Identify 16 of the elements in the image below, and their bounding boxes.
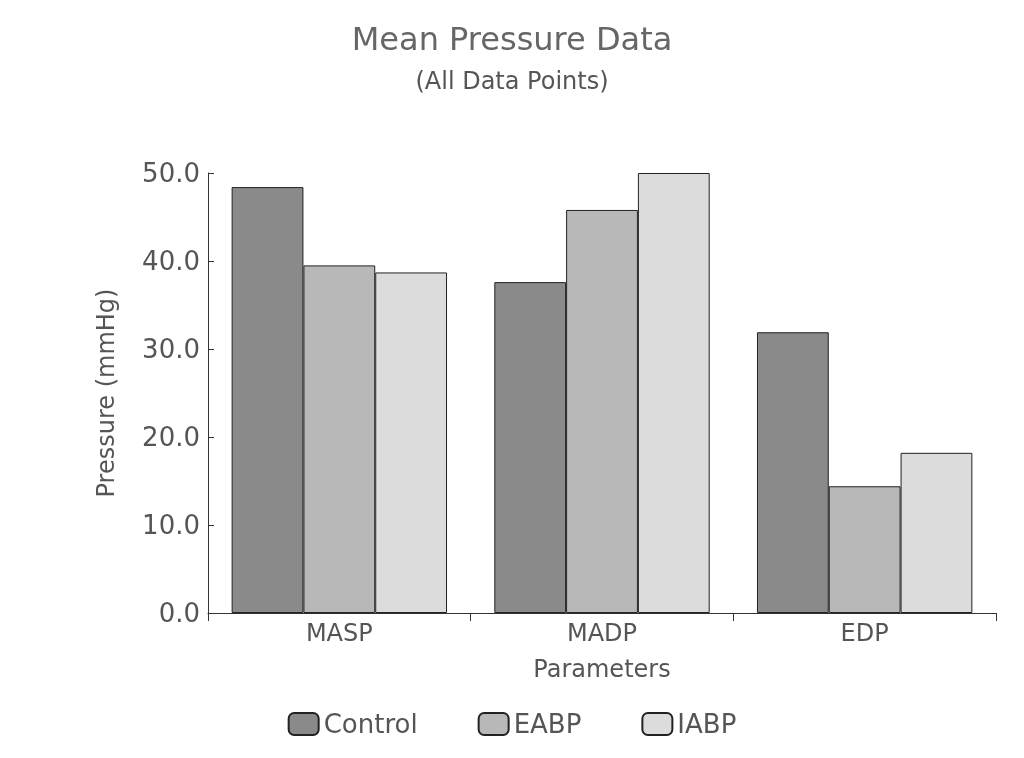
x-tick-label: EDP (840, 619, 889, 647)
y-tick-label: 30.0 (142, 334, 200, 364)
y-tick-label: 0.0 (158, 598, 200, 628)
chart-title: Mean Pressure Data (351, 20, 673, 58)
legend-label: Control (323, 709, 418, 739)
y-tick-label: 50.0 (142, 158, 200, 188)
x-axis-title: Parameters (533, 655, 671, 683)
x-tick-label: MASP (305, 619, 373, 647)
chart-subtitle: (All Data Points) (415, 67, 609, 95)
y-tick-label: 40.0 (142, 246, 200, 276)
y-axis-title: Pressure (mmHg) (92, 288, 120, 498)
legend-label: EABP (513, 709, 582, 739)
x-tick-label: MADP (566, 619, 638, 647)
legend-label: IABP (677, 709, 737, 739)
y-tick-label: 10.0 (142, 510, 200, 540)
y-tick-label: 20.0 (142, 422, 200, 452)
